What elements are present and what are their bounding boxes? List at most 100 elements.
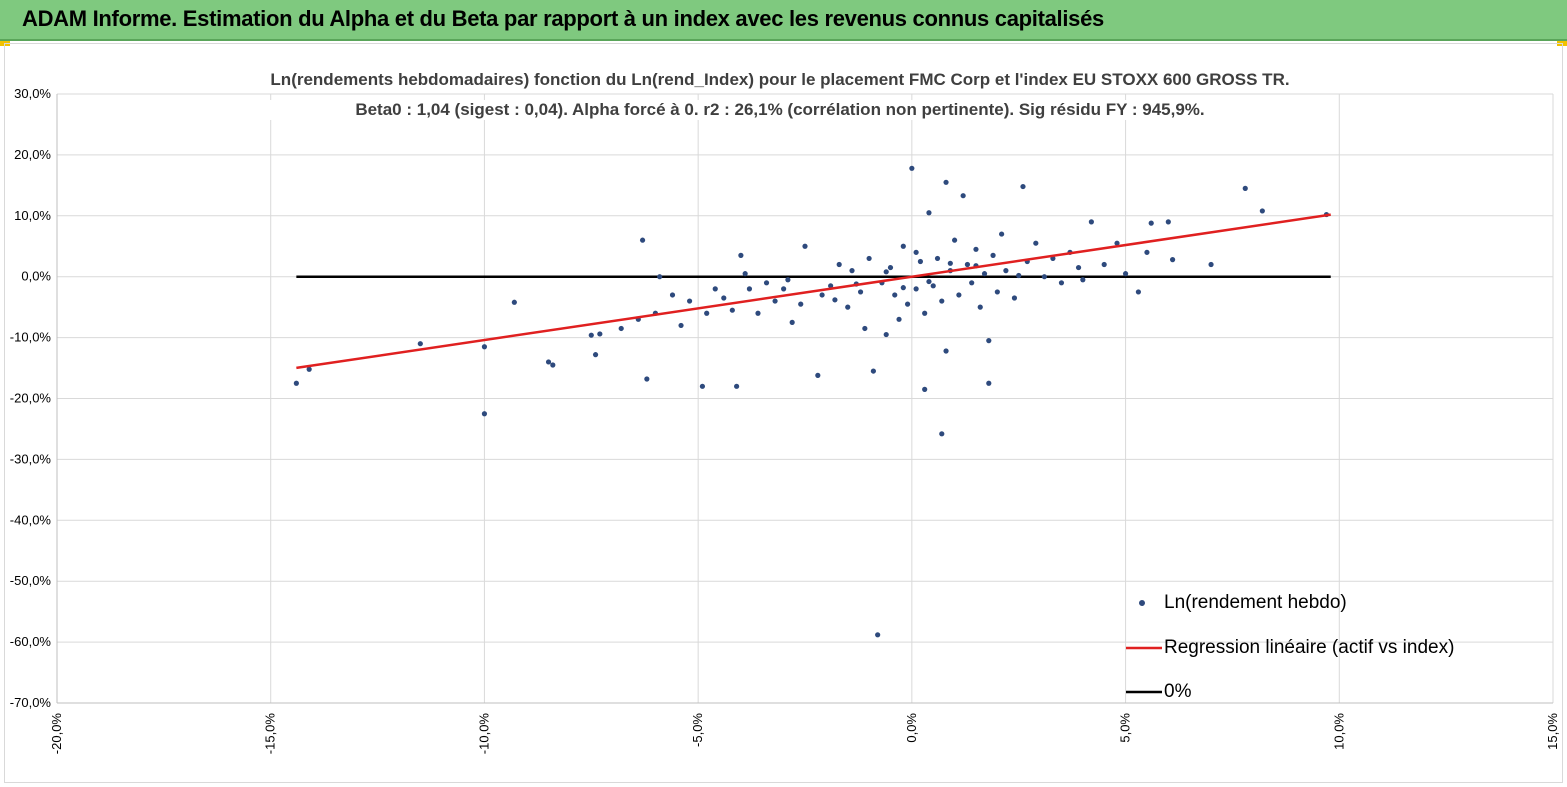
scatter-point (734, 383, 740, 389)
legend-item-points: Ln(rendement hebdo) (1164, 592, 1347, 613)
scatter-point (849, 268, 855, 274)
scatter-point (789, 319, 795, 325)
y-tick-label: -70,0% (10, 695, 52, 710)
scatter-point (900, 285, 906, 291)
scatter-point (1148, 220, 1154, 226)
scatter-point (986, 338, 992, 344)
scatter-point (913, 249, 919, 255)
scatter-point (828, 283, 834, 289)
scatter-point (1033, 240, 1039, 246)
x-tick-label: 15,0% (1545, 713, 1560, 750)
x-tick-label: 10,0% (1331, 713, 1346, 750)
scatter-point (1165, 219, 1171, 225)
scatter-point (875, 632, 881, 638)
scatter-point (1208, 261, 1214, 268)
scatter-point (545, 359, 552, 365)
scatter-point (742, 271, 748, 277)
y-tick-label: -50,0% (10, 573, 52, 588)
x-tick-label: -15,0% (263, 713, 278, 755)
scatter-point (904, 301, 911, 307)
scatter-point (1020, 183, 1026, 190)
scatter-point (1041, 274, 1047, 280)
scatter-point (721, 295, 727, 301)
scatter-point (657, 274, 663, 280)
scatter-point (704, 310, 710, 316)
scatter-point (960, 193, 966, 199)
scatter-point (1016, 272, 1022, 279)
scatter-point (922, 386, 928, 392)
scatter-point (1080, 277, 1086, 283)
scatter-point (862, 325, 868, 332)
scatter-point (1259, 208, 1265, 214)
report-title: ADAM Informe. Estimation du Alpha et du … (22, 6, 1104, 31)
scatter-point (1003, 268, 1009, 274)
x-tick-label: -5,0% (690, 713, 705, 747)
scatter-point (755, 310, 761, 316)
y-tick-label: -40,0% (10, 512, 52, 527)
scatter-point (994, 289, 1000, 295)
y-tick-label: 10,0% (14, 208, 51, 223)
scatter-point (306, 366, 312, 372)
scatter-point (887, 264, 894, 271)
scatter-point (729, 307, 735, 313)
scatter-point (990, 252, 996, 258)
scatter-point (999, 231, 1005, 237)
y-tick-label: 0,0% (21, 269, 51, 284)
scatter-point (798, 301, 804, 307)
y-tick-label: 30,0% (14, 86, 51, 101)
scatter-point (896, 316, 902, 322)
scatter-point (981, 271, 988, 277)
scatter-point (1058, 280, 1065, 286)
scatter-point (293, 380, 299, 386)
chart-title-line1: Ln(rendements hebdomadaires) fonction du… (240, 70, 1320, 90)
scatter-point (883, 269, 889, 275)
scatter-point (712, 286, 718, 292)
scatter-point (892, 292, 898, 298)
scatter-point (815, 372, 821, 378)
scatter-point (669, 292, 676, 298)
scatter-point (1169, 257, 1176, 263)
scatter-point (738, 252, 744, 258)
scatter-point (917, 258, 924, 265)
scatter-point (943, 179, 949, 185)
y-tick-label: 20,0% (14, 147, 51, 162)
scatter-point (952, 237, 958, 243)
scatter-point (481, 411, 488, 417)
legend-item-zero: 0% (1164, 681, 1192, 702)
scatter-point (644, 376, 650, 382)
scatter-point (511, 299, 517, 305)
scatter-point (973, 246, 979, 252)
x-tick-label: -10,0% (476, 713, 491, 755)
scatter-point (1075, 264, 1082, 271)
y-tick-label: -20,0% (10, 391, 52, 406)
scatter-point (699, 383, 706, 389)
scatter-point (866, 255, 872, 262)
report-banner: ADAM Informe. Estimation du Alpha et du … (0, 0, 1567, 41)
legend-red-line-swatch (1126, 646, 1162, 650)
scatter-point (417, 341, 423, 347)
y-tick-label: -10,0% (10, 330, 52, 345)
legend-marker-swatch (1139, 600, 1145, 606)
x-tick-label: 0,0% (904, 713, 919, 743)
y-tick-label: -30,0% (10, 451, 52, 466)
scatter-point (939, 431, 945, 437)
scatter-point (772, 298, 778, 304)
scatter-point (802, 243, 808, 249)
scatter-point (943, 348, 949, 354)
scatter-point (913, 286, 919, 292)
scatter-point (986, 380, 992, 386)
scatter-point (922, 310, 928, 316)
scatter-point (956, 292, 962, 298)
scatter-point (819, 292, 825, 298)
scatter-point (1135, 289, 1141, 295)
scatter-point (550, 362, 556, 368)
x-tick-label: -20,0% (49, 713, 64, 755)
scatter-point (909, 165, 915, 171)
y-tick-label: -60,0% (10, 634, 52, 649)
scatter-point (1101, 261, 1107, 268)
scatter-point (588, 332, 594, 338)
scatter-point (947, 260, 953, 266)
x-tick-label: 5,0% (1118, 713, 1133, 743)
scatter-point (678, 322, 684, 329)
